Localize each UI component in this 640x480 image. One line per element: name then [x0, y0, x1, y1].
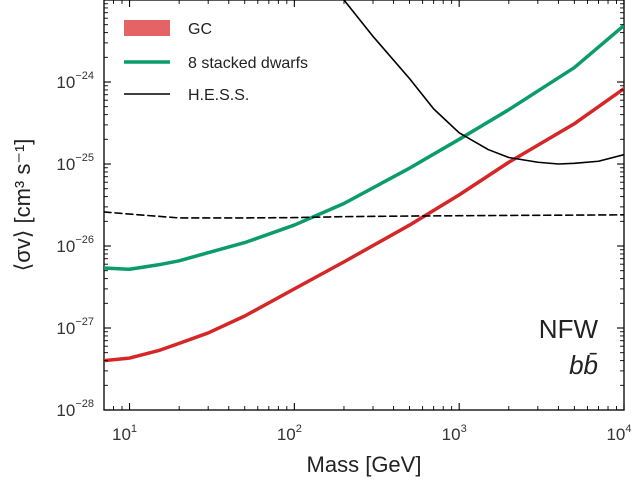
y-axis-label: ⟨σv⟩ [cm³ s⁻¹] — [10, 139, 35, 272]
x-tick-label: 101 — [112, 423, 137, 444]
series-h-e-s-s-line — [343, 0, 624, 165]
x-axis-label: Mass [GeV] — [307, 452, 422, 477]
annotation-channel: bb̄ — [569, 350, 598, 380]
y-tick-label: 10−25 — [56, 152, 94, 174]
y-tick-label: 10−27 — [56, 316, 94, 338]
legend-hess-label: H.E.S.S. — [188, 87, 249, 104]
x-tick-label: 104 — [606, 423, 631, 444]
series-dashed-limit-line — [104, 211, 624, 219]
series-8-stacked-dwarfs-line — [104, 23, 624, 272]
y-tick-label: 10−26 — [56, 234, 94, 256]
x-tick-label: 102 — [277, 423, 302, 444]
legend-dwarfs-label: 8 stacked dwarfs — [188, 55, 308, 72]
legend-gc-label: GC — [188, 21, 212, 38]
y-tick-label: 10−28 — [56, 398, 94, 420]
y-tick-label: 10−24 — [56, 70, 94, 92]
tick-layer: 101 102 103 104 10−28 10−27 10−26 10−25 10−24 — [56, 0, 632, 444]
series-layer — [104, 0, 624, 363]
series-gc-line — [104, 86, 624, 363]
legend: GC 8 stacked dwarfs H.E.S.S. — [124, 20, 308, 104]
annotation-profile: NFW — [539, 314, 599, 344]
plot-area — [103, 0, 625, 411]
x-tick-label: 103 — [442, 423, 467, 444]
legend-gc-swatch — [124, 20, 170, 36]
